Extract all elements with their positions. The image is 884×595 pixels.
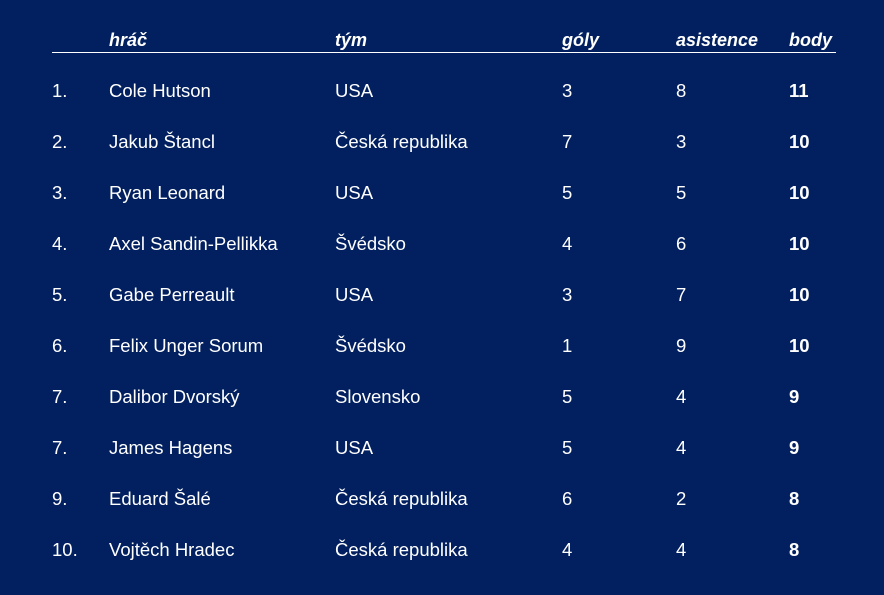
player-cell: Jakub Štancl (109, 131, 215, 152)
points-cell: 10 (789, 182, 810, 203)
goals-cell: 1 (562, 335, 573, 356)
player-cell: Dalibor Dvorský (109, 386, 240, 407)
rank-cell: 10. (52, 539, 78, 560)
table-row: 7. Dalibor Dvorský Slovensko 5 4 9 (52, 386, 836, 437)
assists-cell: 7 (676, 284, 687, 305)
rank-cell: 4. (52, 233, 68, 254)
player-cell: Eduard Šalé (109, 488, 211, 509)
team-cell: USA (335, 284, 374, 305)
player-cell: Gabe Perreault (109, 284, 235, 305)
goals-cell: 6 (562, 488, 573, 509)
assists-cell: 2 (676, 488, 687, 509)
points-cell: 10 (789, 335, 810, 356)
points-cell: 10 (789, 131, 810, 152)
team-cell: Slovensko (335, 386, 421, 407)
table-row: 6. Felix Unger Sorum Švédsko 1 9 10 (52, 335, 836, 386)
table-row: 1. Cole Hutson USA 3 8 11 (52, 80, 836, 131)
rank-cell: 6. (52, 335, 68, 356)
table-row: 10. Vojtěch Hradec Česká republika 4 4 8 (52, 539, 836, 590)
team-cell: Česká republika (335, 488, 468, 509)
header-assists: asistence (676, 30, 759, 50)
rank-cell: 3. (52, 182, 68, 203)
table-row: 3. Ryan Leonard USA 5 5 10 (52, 182, 836, 233)
assists-cell: 9 (676, 335, 687, 356)
table-header: hráč tým góly asistence body (52, 28, 836, 53)
points-cell: 8 (789, 488, 800, 509)
team-cell: USA (335, 437, 374, 458)
goals-cell: 4 (562, 539, 573, 560)
goals-cell: 3 (562, 284, 573, 305)
player-cell: Felix Unger Sorum (109, 335, 264, 356)
header-player: hráč (109, 30, 148, 50)
team-cell: Česká republika (335, 131, 468, 152)
points-cell: 10 (789, 233, 810, 254)
table-row: 9. Eduard Šalé Česká republika 6 2 8 (52, 488, 836, 539)
player-cell: Vojtěch Hradec (109, 539, 235, 560)
goals-cell: 5 (562, 386, 573, 407)
points-cell: 10 (789, 284, 810, 305)
assists-cell: 4 (676, 539, 687, 560)
rank-cell: 9. (52, 488, 68, 509)
assists-cell: 3 (676, 131, 687, 152)
header-goals: góly (562, 30, 600, 50)
player-cell: Cole Hutson (109, 80, 211, 101)
points-cell: 9 (789, 386, 800, 407)
table-row: 7. James Hagens USA 5 4 9 (52, 437, 836, 488)
team-cell: USA (335, 80, 374, 101)
points-cell: 8 (789, 539, 800, 560)
assists-cell: 6 (676, 233, 687, 254)
goals-cell: 4 (562, 233, 573, 254)
rank-cell: 2. (52, 131, 68, 152)
player-cell: James Hagens (109, 437, 233, 458)
team-cell: Švédsko (335, 233, 406, 254)
table-row: 4. Axel Sandin-Pellikka Švédsko 4 6 10 (52, 233, 836, 284)
assists-cell: 4 (676, 437, 687, 458)
rank-cell: 7. (52, 386, 68, 407)
goals-cell: 5 (562, 182, 573, 203)
team-cell: Česká republika (335, 539, 468, 560)
team-cell: Švédsko (335, 335, 406, 356)
table-row: 2. Jakub Štancl Česká republika 7 3 10 (52, 131, 836, 182)
header-team: tým (335, 30, 368, 50)
player-cell: Ryan Leonard (109, 182, 226, 203)
table-row: 5. Gabe Perreault USA 3 7 10 (52, 284, 836, 335)
assists-cell: 8 (676, 80, 687, 101)
rank-cell: 7. (52, 437, 68, 458)
rank-cell: 5. (52, 284, 68, 305)
assists-cell: 4 (676, 386, 687, 407)
goals-cell: 7 (562, 131, 573, 152)
points-cell: 9 (789, 437, 800, 458)
points-cell: 11 (789, 80, 809, 101)
player-cell: Axel Sandin-Pellikka (109, 233, 278, 254)
header-points: body (789, 30, 832, 50)
team-cell: USA (335, 182, 374, 203)
rank-cell: 1. (52, 80, 68, 101)
goals-cell: 5 (562, 437, 573, 458)
scoring-leaders-table: hráč tým góly asistence body 1. Cole Hut… (52, 28, 836, 590)
goals-cell: 3 (562, 80, 573, 101)
assists-cell: 5 (676, 182, 687, 203)
